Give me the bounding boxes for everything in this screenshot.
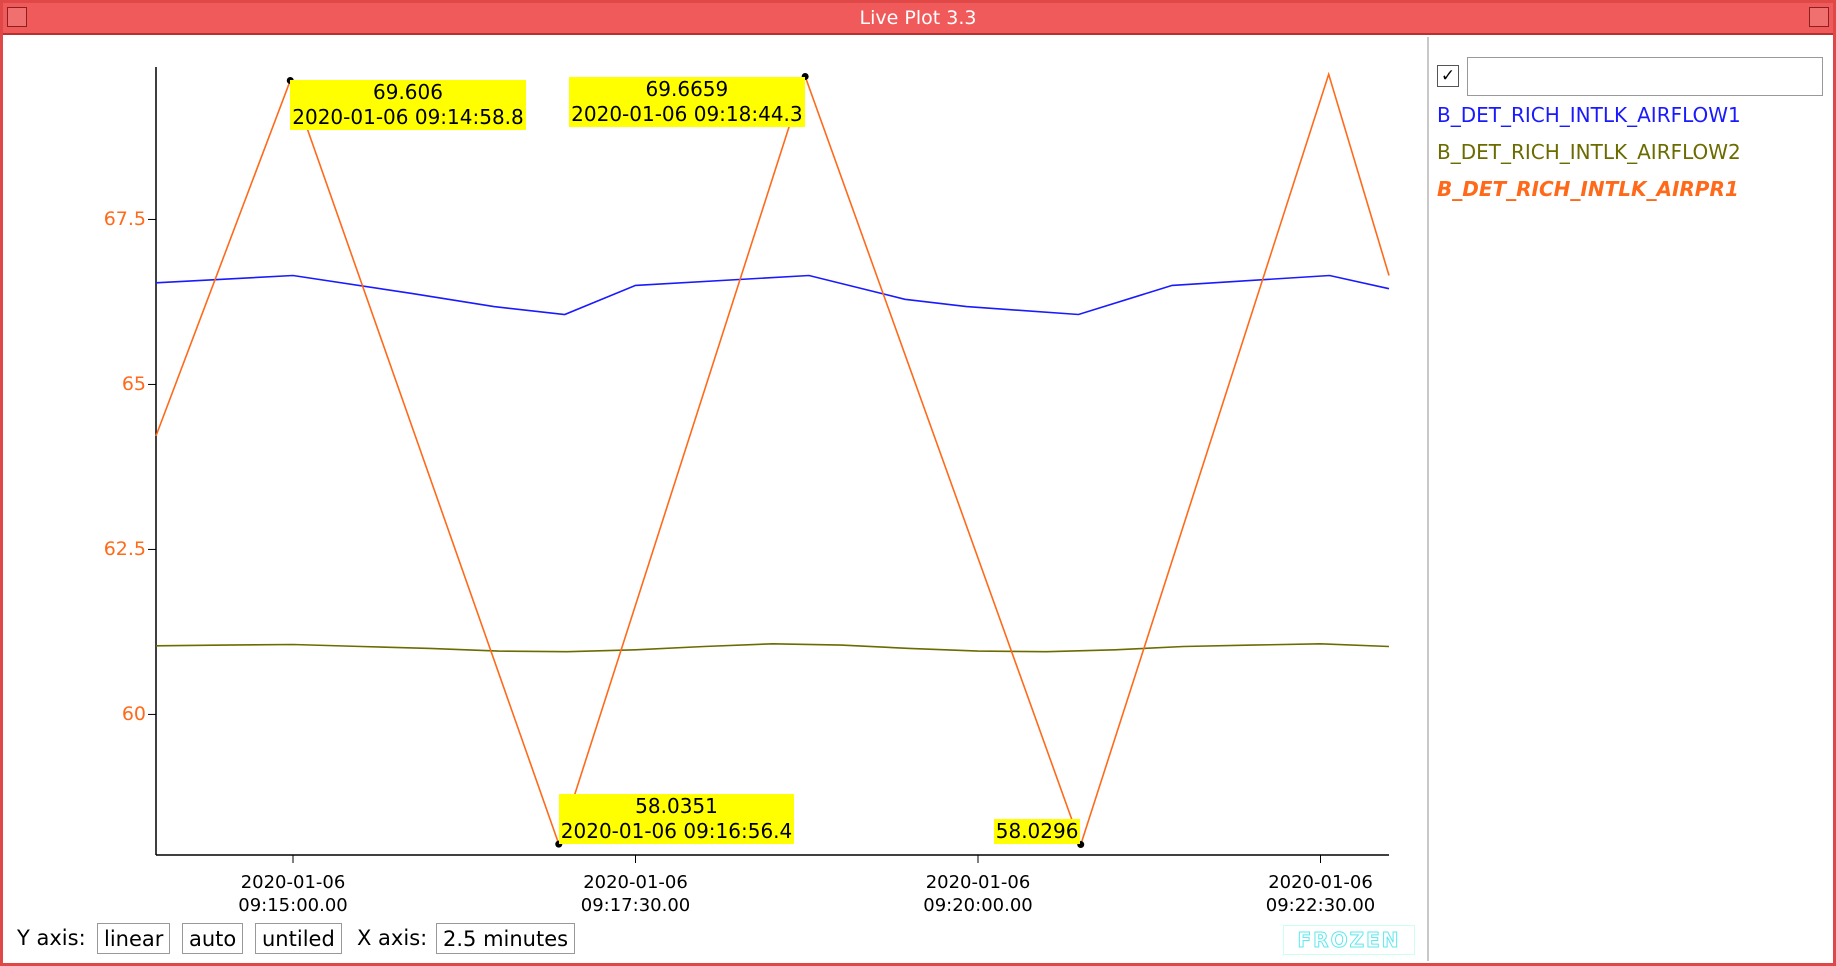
annotation-time: 2020-01-06 09:14:58.8 — [292, 105, 524, 130]
series-line — [155, 274, 1390, 316]
x-axis-label: X axis: — [357, 926, 428, 950]
annotation: 69.606 2020-01-06 09:14:58.8 — [290, 80, 526, 131]
y-scale-field[interactable]: linear — [97, 923, 171, 954]
x-tick-label: 2020-01-06 09:15:00.00 — [238, 872, 348, 916]
x-span-field[interactable]: 2.5 minutes — [436, 923, 576, 954]
y-tick-label: 62.5 — [104, 538, 146, 560]
legend-entry[interactable]: B_DET_RICH_INTLK_AIRPR1 — [1437, 177, 1739, 201]
annotation: 58.0351 2020-01-06 09:16:56.4 — [558, 794, 795, 845]
annotation-value: 69.606 — [373, 80, 443, 105]
y-axis-label: Y axis: — [17, 926, 86, 950]
window-title: Live Plot 3.3 — [859, 7, 977, 29]
y-tick-label: 67.5 — [104, 208, 146, 230]
x-tick-label: 2020-01-06 09:22:30.00 — [1265, 872, 1376, 916]
y-tick-label: 65 — [122, 373, 146, 395]
legend-panel: ✓ B_DET_RICH_INTLK_AIRFLOW1 B_DET_RICH_IN… — [1427, 37, 1830, 961]
legend-entry[interactable]: B_DET_RICH_INTLK_AIRFLOW2 — [1437, 140, 1741, 164]
annotation: 69.6659 2020-01-06 09:18:44.3 — [569, 76, 805, 127]
title-bar: Live Plot 3.3 — [3, 3, 1833, 35]
x-tick-label: 2020-01-06 09:20:00.00 — [923, 872, 1033, 916]
series-line — [155, 71, 1390, 847]
series-line — [155, 642, 1390, 653]
annotation-value: 58.0296 — [995, 819, 1079, 844]
window-menu-button[interactable] — [7, 7, 27, 27]
window-max-button[interactable] — [1809, 7, 1829, 27]
y-range-field[interactable]: auto — [182, 923, 244, 954]
frozen-status: FROZEN — [1283, 925, 1415, 955]
filter-input[interactable] — [1467, 57, 1823, 96]
legend-entry[interactable]: B_DET_RICH_INTLK_AIRFLOW1 — [1437, 103, 1741, 127]
annotation-value: 69.6659 — [645, 76, 729, 101]
annotation-value: 58.0351 — [635, 794, 718, 819]
annotation-time: 2020-01-06 09:16:56.4 — [560, 819, 793, 844]
chart: 60 62.5 65 67.5 — [104, 67, 1390, 863]
x-tick-label: 2020-01-06 09:17:30.00 — [580, 872, 691, 916]
tiling-field[interactable]: untiled — [255, 923, 342, 954]
annotation-time: 2020-01-06 09:18:44.3 — [571, 101, 803, 126]
y-tick-label: 60 — [122, 703, 146, 725]
checkbox[interactable]: ✓ — [1437, 65, 1459, 87]
annotation: 58.0296 — [993, 819, 1081, 845]
